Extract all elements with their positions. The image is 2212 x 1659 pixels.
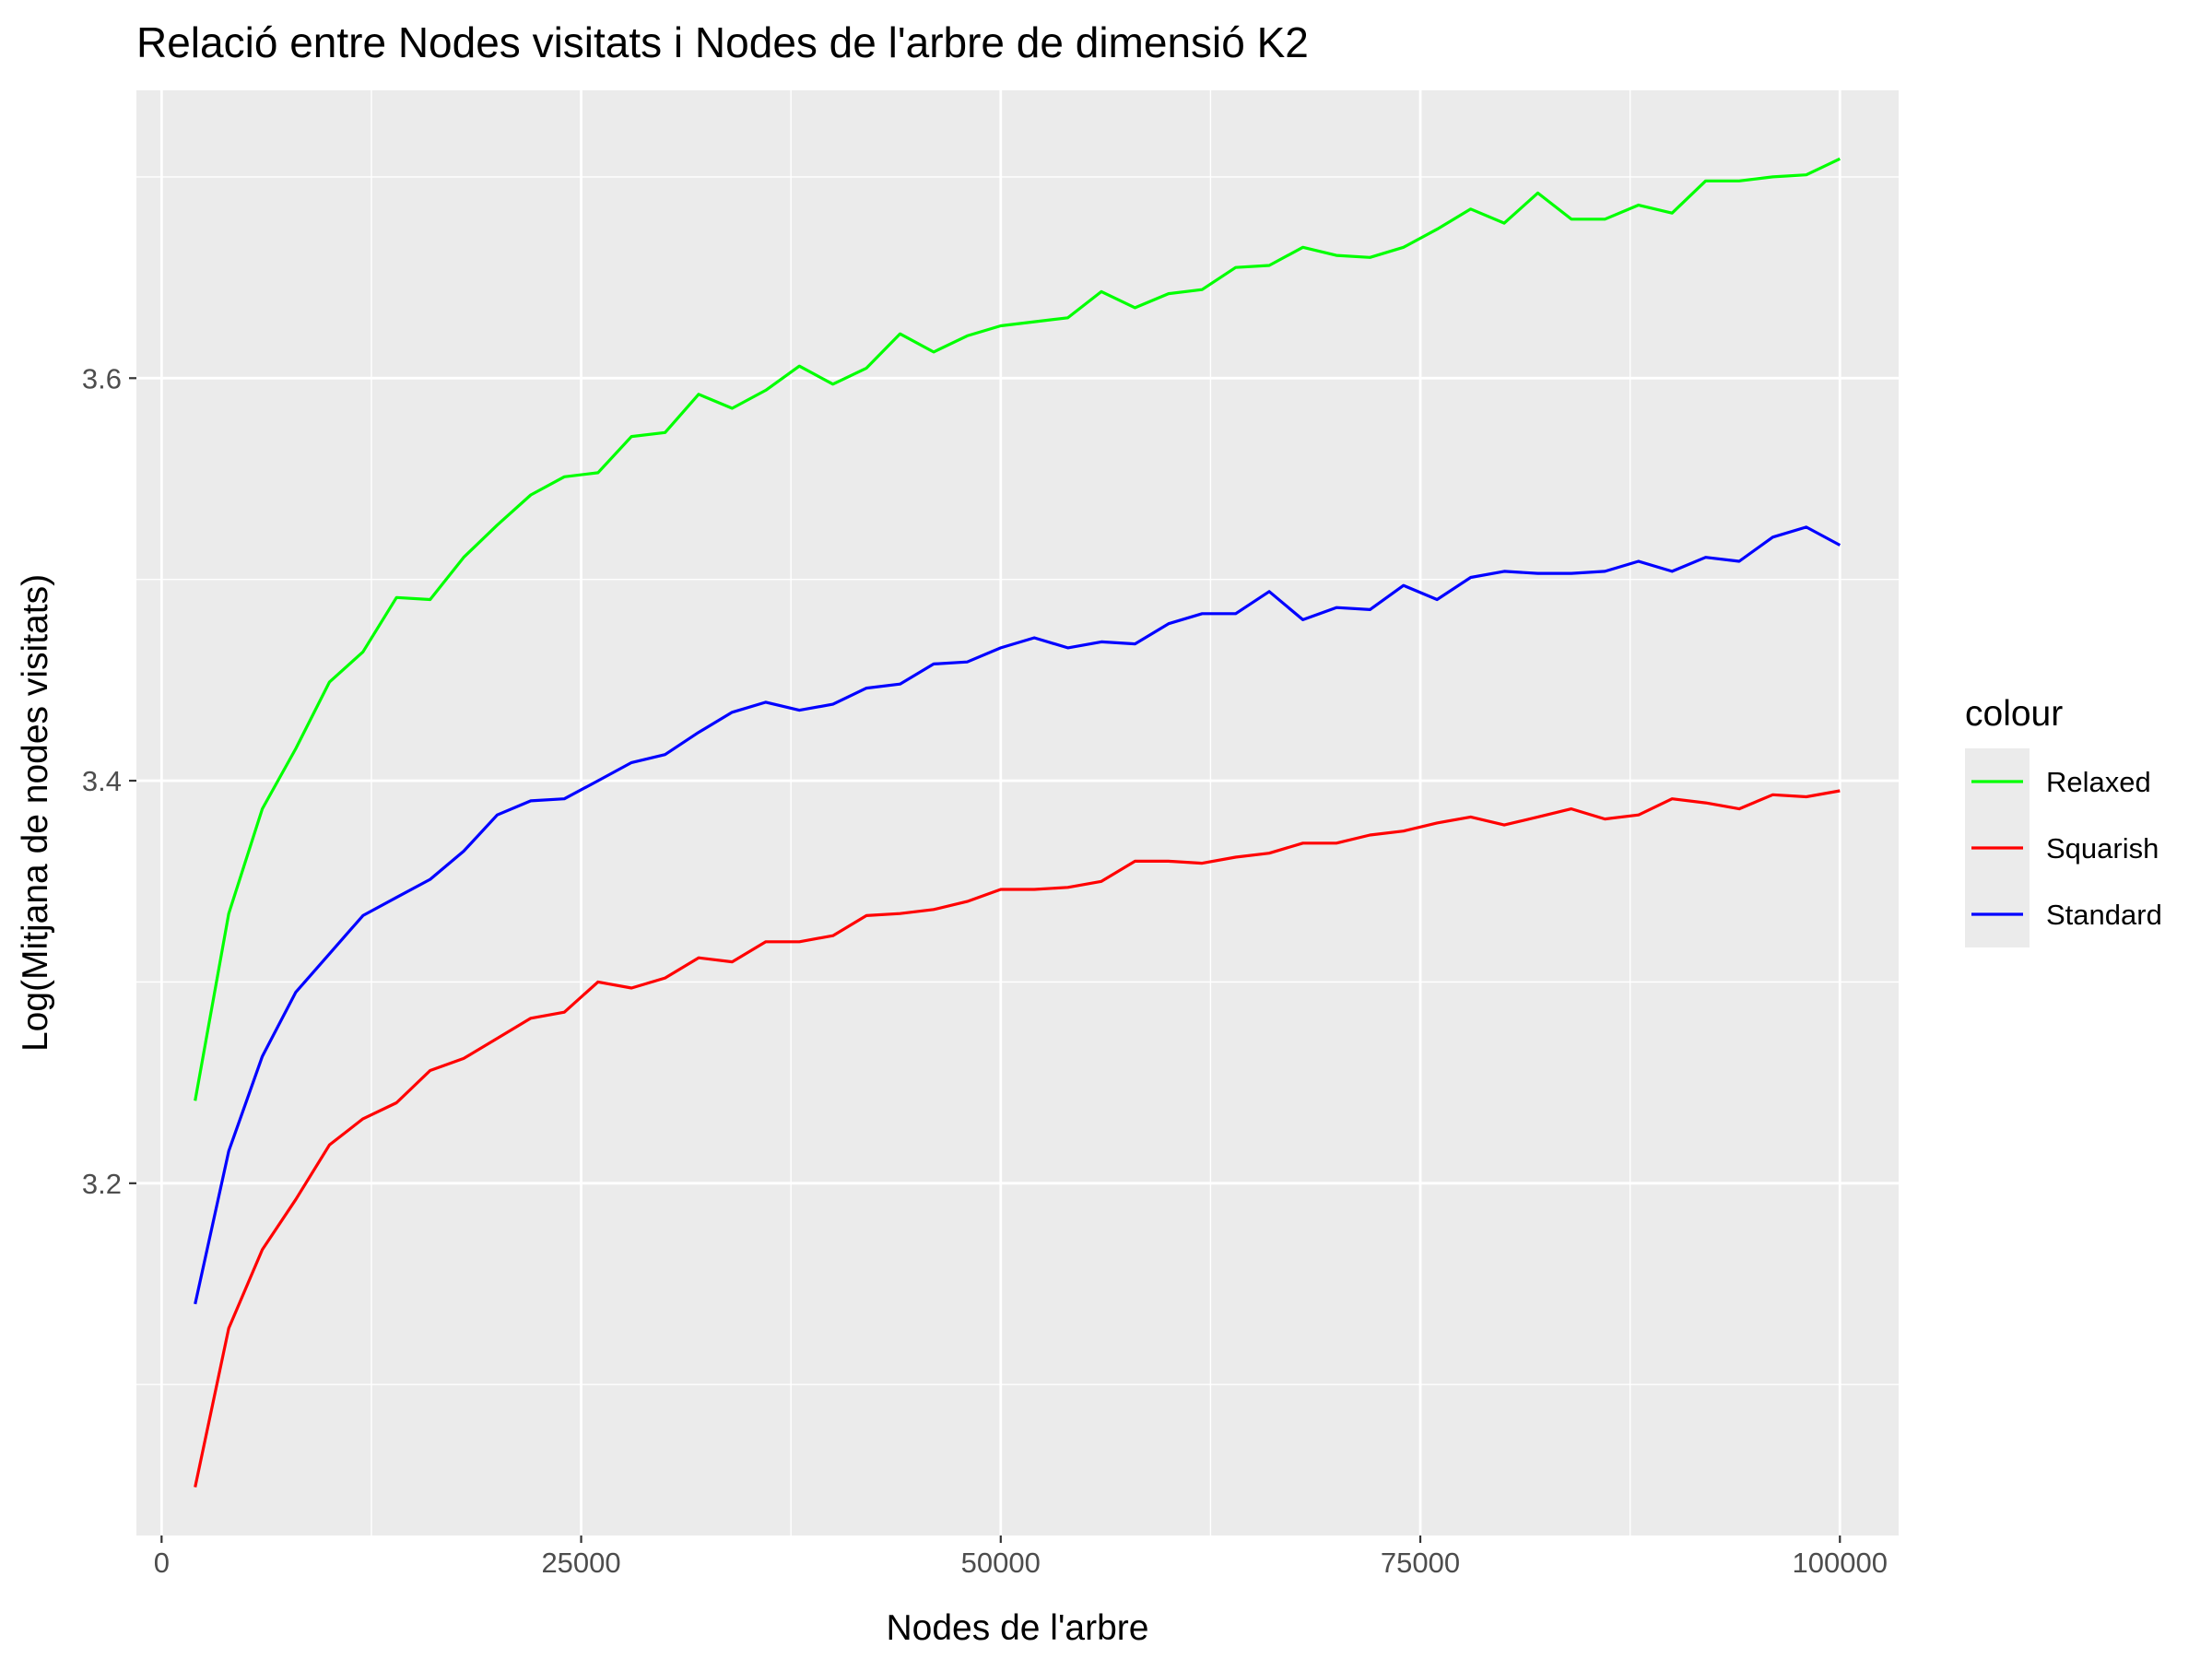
- minor-gridlines: [136, 90, 1899, 1535]
- series-line-standard: [194, 525, 1841, 1305]
- x-tick-label: 25000: [541, 1547, 620, 1579]
- y-axis-title: Log(Mitjana de nodes visitats): [16, 574, 55, 1052]
- chart-title: Relació entre Nodes visitats i Nodes de …: [136, 18, 1309, 66]
- y-axis: 3.2 3.4 3.6: [82, 362, 136, 1200]
- major-gridlines: [136, 90, 1899, 1535]
- legend: colour Relaxed Squarish Standard: [1965, 694, 2162, 947]
- legend-label-squarish: Squarish: [2046, 832, 2159, 865]
- x-axis-title: Nodes de l'arbre: [887, 1608, 1149, 1648]
- x-tick-label: 0: [154, 1547, 170, 1579]
- x-tick-label: 75000: [1381, 1547, 1460, 1579]
- x-tick-label: 100000: [1793, 1547, 1888, 1579]
- x-axis: 0 25000 50000 75000 100000: [154, 1535, 1888, 1579]
- legend-label-standard: Standard: [2046, 899, 2162, 931]
- y-tick-label: 3.4: [82, 765, 122, 797]
- series-lines: [194, 157, 1841, 1488]
- series-line-squarish: [194, 789, 1841, 1488]
- plot-panel: [136, 90, 1899, 1535]
- y-tick-label: 3.6: [82, 362, 122, 394]
- legend-items: Relaxed Squarish Standard: [1971, 766, 2162, 931]
- legend-title: colour: [1965, 694, 2063, 734]
- x-tick-label: 50000: [961, 1547, 1041, 1579]
- y-tick-label: 3.2: [82, 1168, 122, 1200]
- legend-label-relaxed: Relaxed: [2046, 766, 2151, 798]
- series-line-relaxed: [194, 157, 1841, 1101]
